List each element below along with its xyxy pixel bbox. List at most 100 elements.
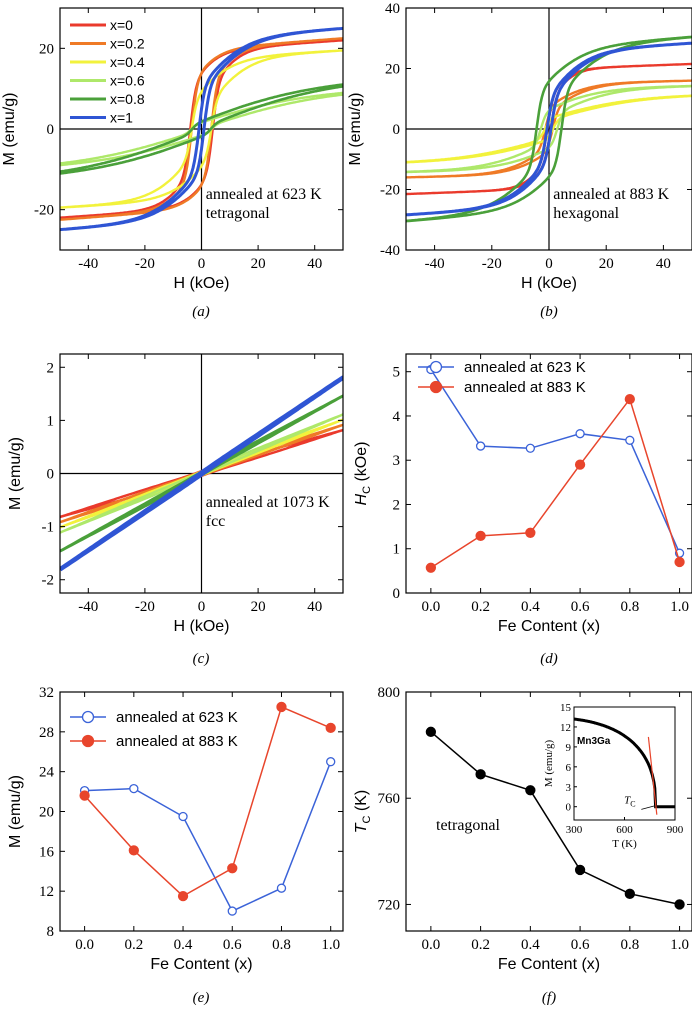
inset: TC Mn3Ga 300 600 900 0 3 6 9 12 15 T (K) M (emu/g) <box>543 702 684 850</box>
y-tick-label: -1 <box>42 520 55 536</box>
hysteresis-loop-x=1 <box>60 26 343 232</box>
x-tick-label: -40 <box>425 256 445 272</box>
x-tick-label: 0.8 <box>620 599 639 615</box>
x-axis-label: Fe Content (x) <box>498 956 600 973</box>
y-tick-label: -20 <box>380 183 400 199</box>
data-point <box>325 722 336 733</box>
panel-caption: (e) <box>193 990 210 1006</box>
panel-d: 0.0 0.2 0.4 0.6 0.8 1.0 0 1 2 3 4 5 Fe Content (x) HC… <box>353 353 692 667</box>
magnetization-curve-x=0.4 <box>60 418 343 529</box>
x-tick-label: 0.8 <box>272 937 291 953</box>
y-tick-label: 2 <box>393 497 401 513</box>
inset-x-tick-label: 300 <box>566 824 583 836</box>
annotation-line2: fcc <box>206 513 226 530</box>
legend-marker <box>429 360 443 374</box>
plot-frame <box>405 691 692 932</box>
x-tick-label: 0.8 <box>620 937 639 953</box>
x-tick-label: 0.2 <box>471 937 490 953</box>
legend-marker <box>81 710 95 724</box>
data-point <box>475 769 486 780</box>
data-point <box>624 393 635 405</box>
y-tick-label: 16 <box>39 844 55 860</box>
annotation: tetragonal <box>436 817 501 834</box>
inset-y-tick-label: 3 <box>566 782 572 794</box>
y-tick-label: 8 <box>47 924 55 940</box>
inset-x-axis-label: T (K) <box>612 838 637 850</box>
x-tick-label: 1.0 <box>670 599 689 615</box>
x-tick-label: 0.2 <box>471 599 490 615</box>
data-point <box>574 459 586 470</box>
legend-entry: x=0.8 <box>110 91 145 107</box>
x-tick-label: 0 <box>198 256 206 272</box>
x-axis-label: H (kOe) <box>174 618 230 635</box>
x-tick-label: 0 <box>198 599 206 615</box>
data-point <box>575 429 585 439</box>
y-axis-label: HC (kOe) <box>353 442 373 506</box>
x-tick-label: 0.6 <box>571 937 590 953</box>
y-tick-label: 4 <box>393 409 401 425</box>
series-line <box>430 731 680 906</box>
hysteresis-loop-x=0 <box>406 62 692 196</box>
data-point <box>674 556 685 568</box>
hysteresis-loop-x=0.6 <box>406 84 692 174</box>
annotation-line2: tetragonal <box>206 205 271 222</box>
x-tick-label: 0.6 <box>223 937 242 953</box>
data-point <box>276 883 287 893</box>
data-point <box>525 443 535 453</box>
y-tick-label: 24 <box>39 765 55 781</box>
annotation-line1: annealed at 623 K <box>206 186 322 203</box>
inset-y-tick-label: 12 <box>560 722 571 734</box>
panel-a: -40 -20 0 20 40 -20 0 20 H (kOe) M (emu/g) anneale… <box>1 7 344 320</box>
y-tick-label: 0 <box>47 467 55 483</box>
y-tick-label: 20 <box>39 805 54 821</box>
y-tick-label: 12 <box>39 884 54 900</box>
data-point <box>674 899 685 910</box>
magnetization-curve-x=0.8 <box>60 394 343 553</box>
data-point <box>227 906 237 916</box>
data-point <box>326 757 336 767</box>
x-tick-label: 40 <box>307 599 322 615</box>
y-tick-label: 3 <box>393 453 401 469</box>
x-tick-label: 0 <box>545 256 553 272</box>
data-point <box>525 527 536 538</box>
x-tick-label: -20 <box>135 256 155 272</box>
y-tick-label: 20 <box>385 62 400 78</box>
inset-y-axis-label: M (emu/g) <box>543 739 555 787</box>
inset-tangent-line <box>647 736 658 815</box>
data-point <box>625 435 635 445</box>
y-tick-label: 720 <box>378 897 401 913</box>
x-tick-label: 20 <box>251 256 266 272</box>
y-tick-label: 0 <box>393 122 401 138</box>
inset-tc-label: TC <box>624 794 635 808</box>
x-tick-label: -40 <box>78 599 98 615</box>
x-tick-label: 1.0 <box>670 937 689 953</box>
annotation-line1: annealed at 883 K <box>553 186 669 203</box>
y-axis-label: M (emu/g) <box>1 93 18 166</box>
panel-c: -40 -20 0 20 40 -2 -1 0 1 2 H (kOe) M (emu/g) anneal… <box>7 353 344 667</box>
x-tick-label: -20 <box>482 256 502 272</box>
annotation-line2: hexagonal <box>553 205 619 222</box>
y-tick-label: 40 <box>385 1 400 17</box>
series-line <box>430 397 681 569</box>
data-curves <box>60 375 343 572</box>
magnetization-curve-x=1 <box>60 375 343 572</box>
data-point <box>525 785 536 796</box>
y-tick-label: 2 <box>47 360 55 376</box>
y-tick-label: -40 <box>380 243 400 259</box>
inset-tc-arrow <box>641 805 655 810</box>
x-axis-label: Fe Content (x) <box>498 618 600 635</box>
panel-f: 0.0 0.2 0.4 0.6 0.8 1.0 720 760 800 Fe Content (x… <box>353 685 692 1006</box>
y-tick-label: 800 <box>378 685 401 701</box>
x-tick-label: 0.0 <box>421 599 440 615</box>
hysteresis-loop-x=1 <box>406 41 692 217</box>
y-tick-label: 5 <box>393 365 401 381</box>
data-point <box>227 863 238 874</box>
legend-entry: x=0 <box>110 17 133 33</box>
legend-entry: annealed at 623 K <box>464 359 586 376</box>
panel-b: -40 -20 0 20 40 -40 -20 0 20 40 H (kOe) M (emu/g) an… <box>347 1 692 320</box>
x-axis-label: Fe Content (x) <box>150 956 252 973</box>
x-tick-label: 40 <box>307 256 322 272</box>
data-curves <box>60 26 343 232</box>
series-line <box>84 761 332 913</box>
